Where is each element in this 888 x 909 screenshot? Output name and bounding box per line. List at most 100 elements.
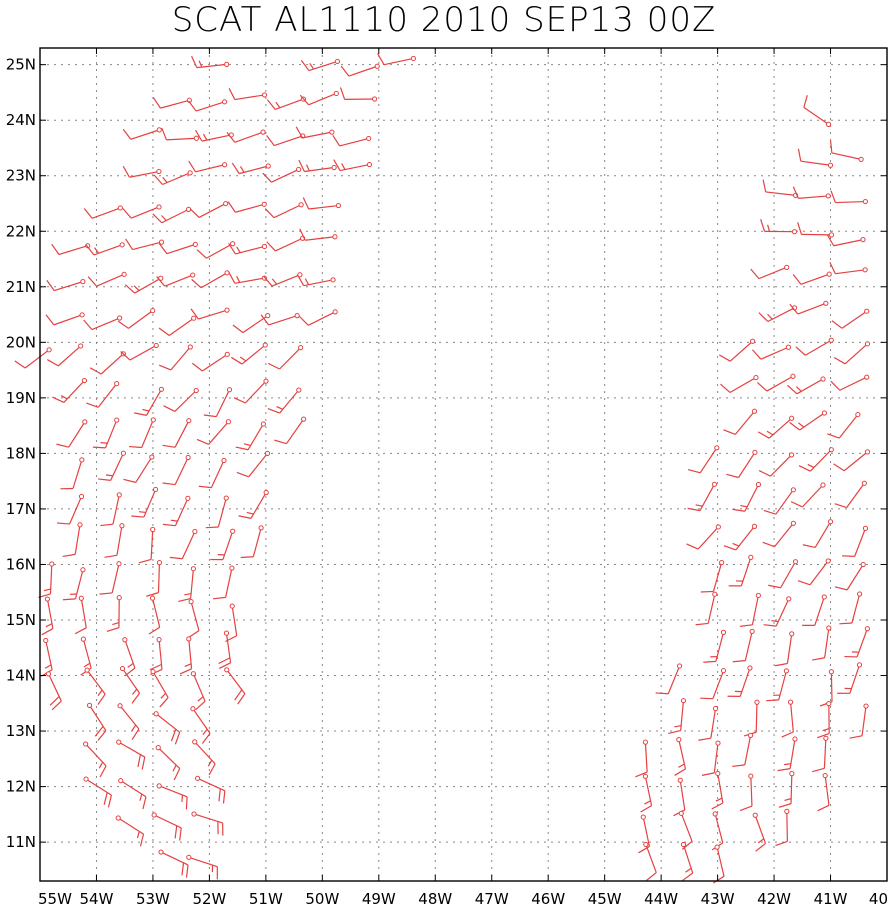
barb-half-flag [732, 542, 740, 547]
barb-flag [332, 134, 341, 147]
barb-origin [714, 445, 720, 451]
wind-barb [122, 204, 162, 219]
wind-barb [153, 711, 181, 745]
y-tick-label: 16N [6, 555, 36, 573]
barb-staff [68, 421, 86, 448]
barb-origin [82, 419, 88, 425]
barb-staff [194, 741, 216, 765]
barb-origin [45, 671, 52, 677]
wind-barb [120, 342, 159, 361]
barb-staff [206, 243, 233, 259]
barb-staff [239, 165, 269, 175]
barb-half-flag [139, 793, 143, 801]
barb-flag [834, 586, 848, 591]
barb-flag [842, 555, 855, 557]
barb-origin [119, 523, 125, 529]
wind-barb [792, 186, 831, 199]
barb-origin [119, 665, 126, 672]
wind-barb [377, 53, 416, 66]
barb-half-flag [674, 724, 682, 728]
barb-staff [835, 200, 866, 204]
barb-flag [218, 788, 221, 802]
barb-origin [121, 271, 127, 277]
wind-barb [844, 626, 870, 658]
barb-flag [62, 553, 76, 558]
barb-flag [185, 796, 188, 810]
y-tick-label: 11N [6, 833, 36, 851]
wind-barb [158, 849, 189, 878]
wind-barb [332, 134, 372, 147]
x-tick-label: 54W [80, 890, 114, 908]
barb-origin [117, 205, 123, 211]
barb-half-flag [112, 622, 120, 626]
barb-flag [266, 135, 275, 146]
barb-origin [122, 637, 128, 643]
barb-origin [225, 419, 232, 425]
barb-flag [56, 443, 69, 448]
barb-origin [156, 783, 162, 789]
barb-flag [94, 725, 104, 737]
barb-origin [332, 309, 338, 315]
barb-flag [834, 503, 847, 509]
barb-flag [296, 274, 305, 286]
barb-flag [682, 872, 694, 882]
barb-half-flag [304, 278, 310, 286]
barb-staff [120, 780, 147, 798]
barb-flag [732, 660, 746, 663]
wind-barb [711, 811, 724, 851]
barb-origin [714, 844, 720, 850]
barb-staff [275, 237, 303, 252]
barb-half-flag [45, 623, 53, 628]
barb-flag [87, 276, 97, 287]
barb-flag [755, 842, 766, 852]
barb-origin [335, 202, 342, 209]
barb-flag [766, 699, 779, 702]
barb-half-flag [239, 356, 247, 362]
barb-flag [703, 660, 716, 663]
barb-flag [817, 804, 830, 812]
barb-origin [752, 449, 758, 455]
barb-staff [168, 317, 195, 337]
wind-barb [45, 312, 85, 326]
barb-staff [712, 670, 725, 699]
barb-staff [803, 106, 829, 125]
barb-flag [104, 554, 118, 558]
barb-staff [838, 414, 859, 439]
barb-origin [747, 732, 754, 739]
wind-barb [86, 381, 120, 408]
barb-flag [262, 172, 272, 183]
barb-origin [117, 315, 123, 321]
barb-flag [797, 580, 811, 586]
barb-flag [302, 197, 310, 210]
barb-flag [701, 772, 715, 776]
barb-half-flag [133, 285, 140, 292]
barb-origin [864, 449, 871, 455]
barb-origin [185, 495, 191, 501]
barb-origin [156, 204, 162, 210]
barb-half-flag [184, 663, 192, 667]
wind-barb [817, 772, 830, 812]
wind-barb [148, 595, 161, 635]
barb-staff [190, 601, 200, 631]
barb-origin [190, 706, 196, 712]
wind-barb [190, 671, 206, 711]
barb-flag [300, 60, 310, 71]
barb-origin [261, 92, 268, 98]
barb-flag [139, 833, 145, 847]
barb-staff [774, 522, 794, 548]
y-tick-label: 20N [6, 333, 36, 351]
barb-origin [116, 561, 122, 567]
wind-barb [134, 386, 165, 416]
barb-flag [763, 509, 777, 515]
barb-origin [676, 663, 683, 669]
barb-origin [821, 410, 827, 416]
x-tick-label: 49W [362, 890, 396, 908]
wind-barb [83, 776, 113, 808]
wind-barb [100, 492, 122, 527]
y-tick-label: 18N [6, 444, 36, 462]
barb-flag [173, 768, 181, 781]
barb-flag [226, 132, 236, 143]
barb-flag [178, 597, 191, 603]
barb-staff [802, 484, 824, 508]
barb-staff [744, 735, 752, 765]
